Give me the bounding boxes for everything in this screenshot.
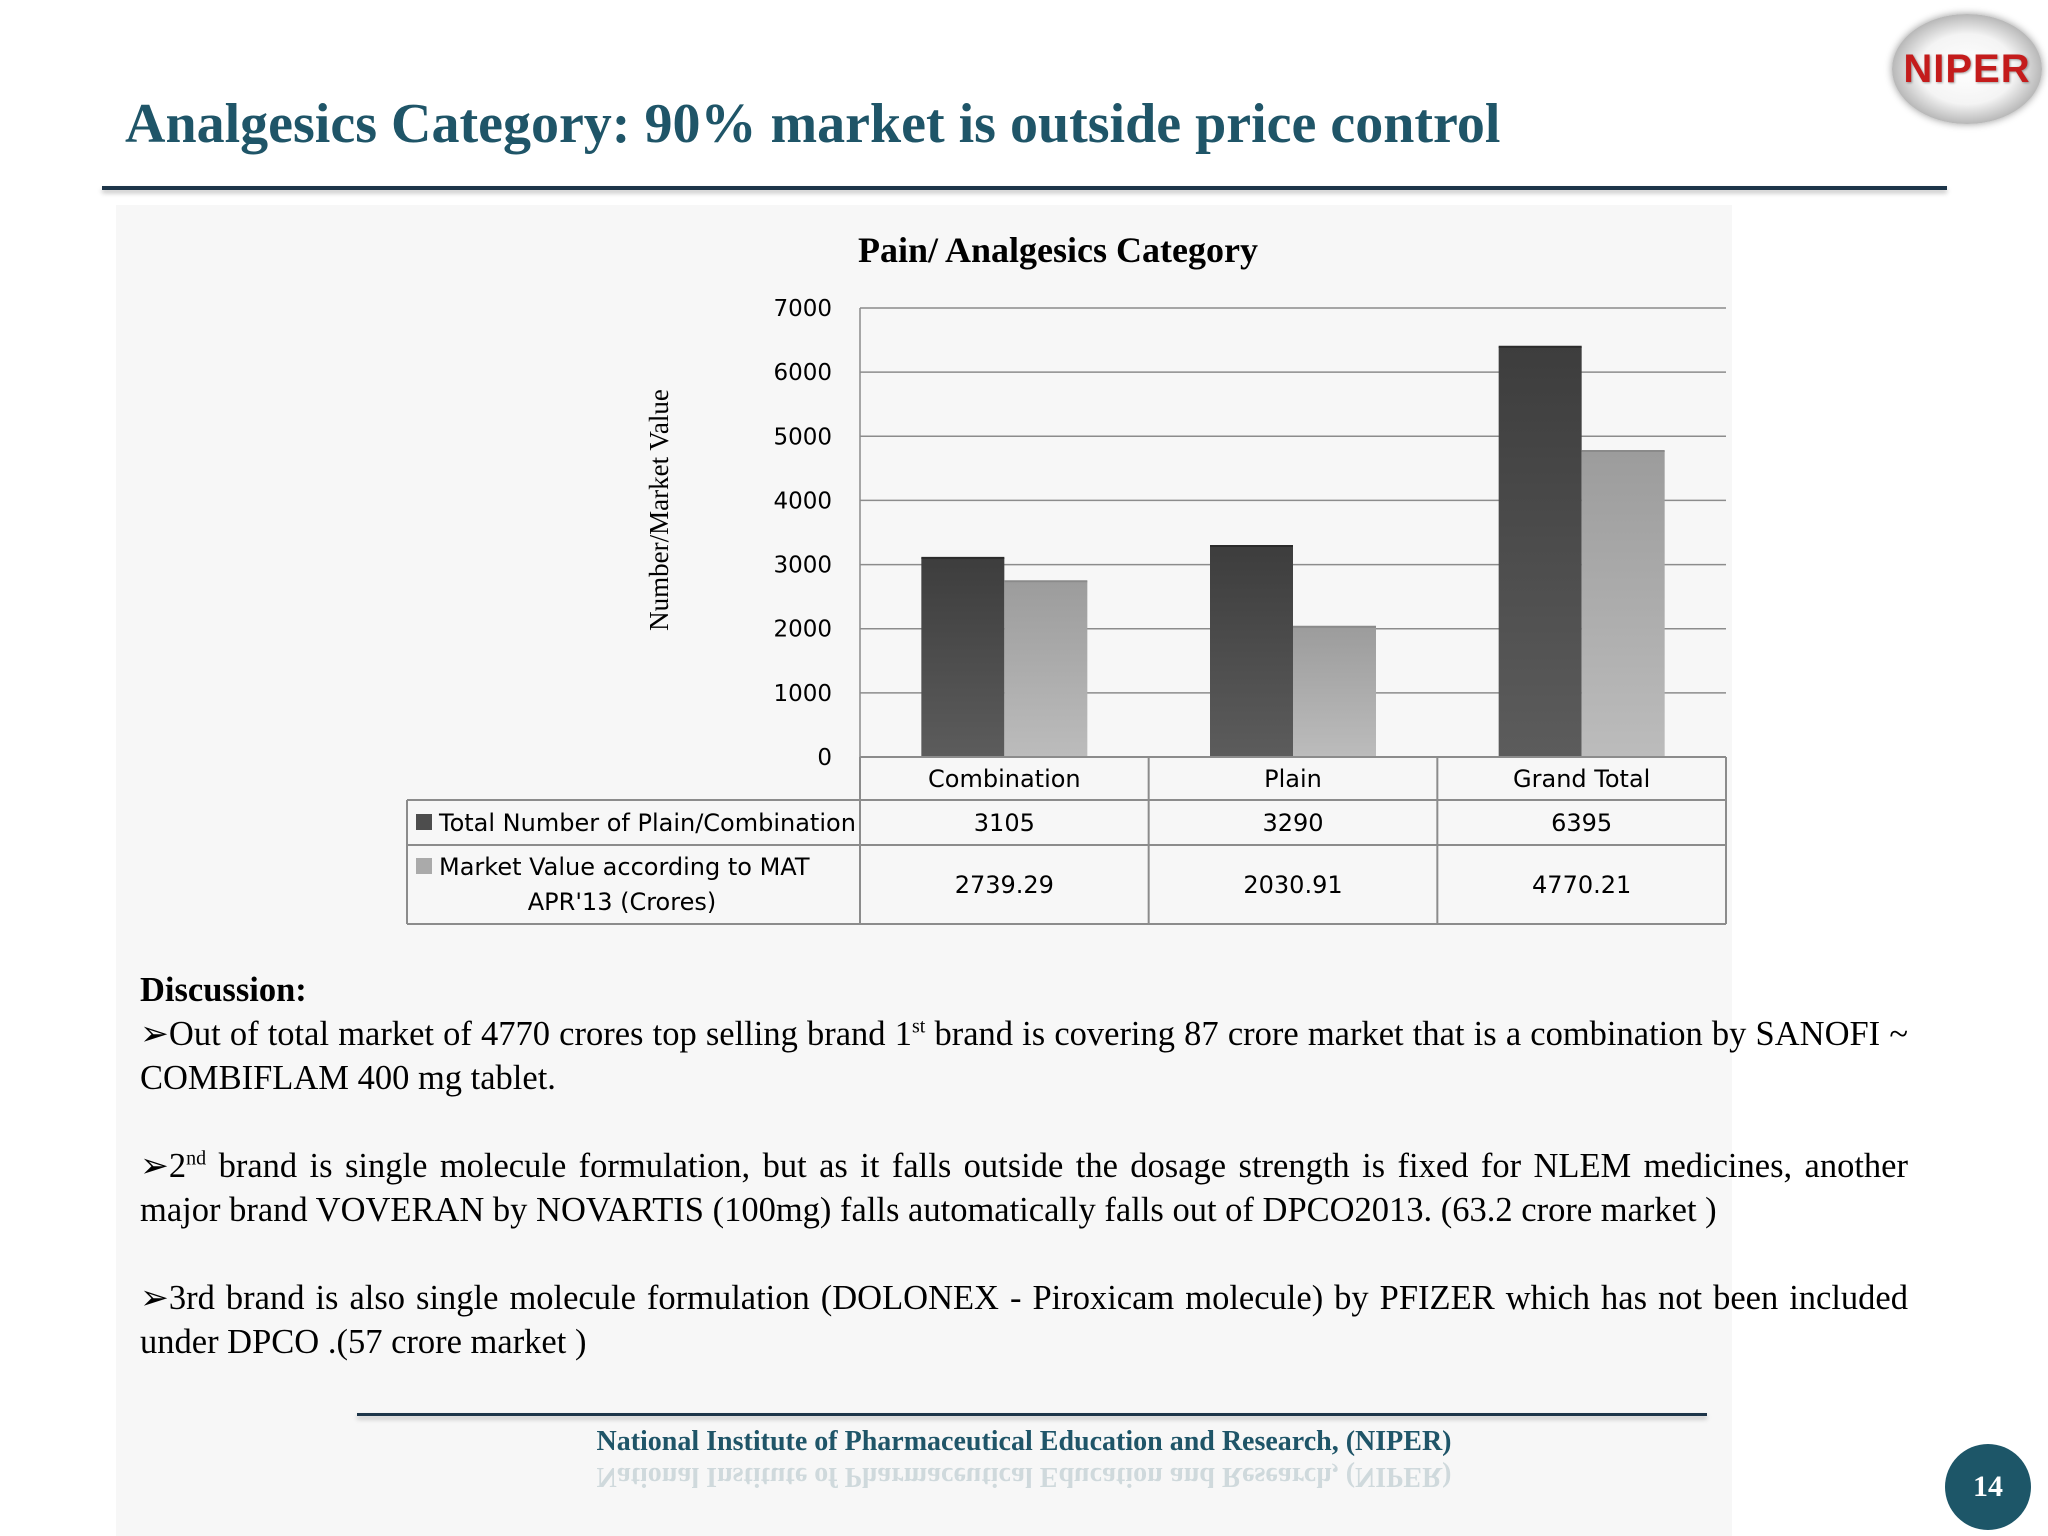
y-tick-label: 6000 [773,360,832,386]
table-value: 6395 [1551,809,1612,837]
page-number-badge: 14 [1945,1444,2031,1530]
discussion-item-2: ➢2nd brand is single molecule formulatio… [140,1144,1908,1232]
logo-text: NIPER [1903,46,2031,91]
bar-market-value [1293,626,1376,757]
header-divider [102,186,1947,190]
page-title: Analgesics Category: 90% market is outsi… [125,93,1501,155]
bar-chart: Pain/ Analgesics Category Number/Market V… [406,230,1727,925]
y-tick-label: 5000 [773,424,832,450]
bar-total-number [1210,545,1293,757]
ordinal-suffix: st [911,1015,926,1038]
bar-total-number [1498,346,1582,757]
discussion-text: brand is covering 87 crore market that i… [140,1015,1908,1097]
discussion-section: Discussion: ➢Out of total market of 4770… [140,968,1908,1408]
niper-logo: NIPER [1892,14,2042,124]
legend-label: APR'13 (Crores) [528,888,716,916]
legend-label: Market Value according to MAT [439,853,810,881]
bar-market-value [1004,581,1088,757]
chart-title: Pain/ Analgesics Category [858,230,1258,270]
y-tick-label: 2000 [773,617,832,643]
bullet-arrow-icon: ➢ [140,1279,169,1317]
table-value: 3105 [974,809,1035,837]
legend-swatch-market-value [416,858,432,874]
y-tick-label: 3000 [773,553,832,579]
discussion-text: 2 [168,1147,187,1185]
discussion-item-3: ➢3rd brand is also single molecule formu… [140,1276,1908,1364]
bar-market-value [1581,451,1665,757]
category-label: Grand Total [1513,765,1650,793]
category-label: Plain [1264,765,1322,793]
discussion-item-1: ➢Out of total market of 4770 crores top … [140,1012,1908,1100]
table-value: 3290 [1262,809,1323,837]
discussion-text: Out of total market of 4770 crores top s… [168,1015,912,1053]
discussion-text: brand is single molecule formulation, bu… [140,1147,1908,1229]
legend-swatch-total-number [416,814,432,830]
y-tick-label: 0 [817,745,832,771]
footer-divider [357,1413,1707,1416]
table-value: 2739.29 [955,871,1054,899]
table-value: 2030.91 [1243,871,1342,899]
discussion-text: 3rd brand is also single molecule formul… [140,1279,1908,1361]
category-label: Combination [928,765,1081,793]
discussion-heading: Discussion: [140,971,307,1009]
footer-institution: National Institute of Pharmaceutical Edu… [596,1426,1452,1457]
bar-total-number [921,557,1005,757]
y-axis-title: Number/Market Value [644,389,674,631]
legend-label: Total Number of Plain/Combination [438,809,856,837]
table-value: 4770.21 [1532,871,1631,899]
content-panel [116,205,1732,1536]
ordinal-suffix: nd [186,1147,207,1170]
footer-reflection: National Institute of Pharmaceutical Edu… [596,1461,1452,1492]
bullet-arrow-icon: ➢ [140,1147,169,1185]
y-tick-label: 1000 [773,681,832,707]
y-tick-label: 7000 [773,296,832,322]
bullet-arrow-icon: ➢ [140,1015,169,1053]
y-tick-label: 4000 [773,488,832,514]
